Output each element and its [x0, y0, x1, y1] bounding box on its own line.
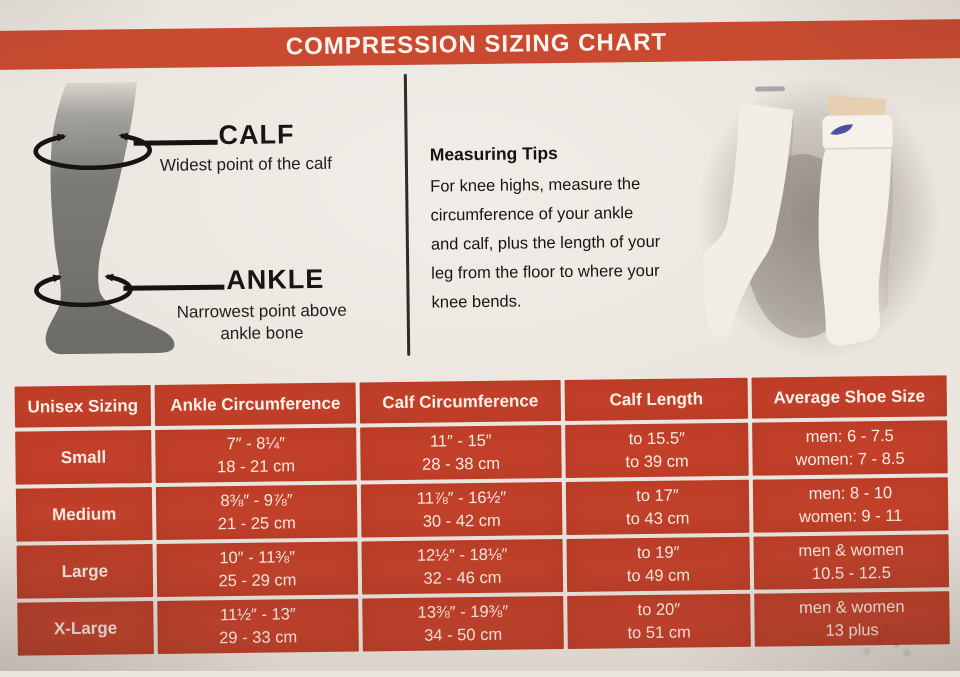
shoe-value-x-large: men & women 13 plus [754, 591, 950, 647]
calf-label: CALF [218, 119, 295, 151]
ankle-value-small: 7″ - 8¼″ 18 - 21 cm [155, 427, 357, 483]
ankle-description: Narrowest point above ankle bone [176, 300, 347, 344]
shoe-value-medium: men: 8 - 10 women: 9 - 11 [752, 477, 949, 533]
leg-measurement-diagram-illustration [33, 82, 225, 355]
leg-silhouette [45, 82, 175, 355]
length-value-x-large: to 20″ to 51 cm [567, 593, 751, 649]
calf-value-large: 12½″ - 18⅛″ 32 - 46 cm [361, 539, 564, 595]
measuring-tips-title: Measuring Tips [429, 143, 558, 165]
ankle-measure-band [34, 273, 133, 308]
ankle-value-large: 10″ - 11⅜″ 25 - 29 cm [156, 541, 359, 597]
column-header-shoe: Average Shoe Size [751, 375, 948, 419]
title-banner: COMPRESSION SIZING CHART [0, 18, 960, 71]
vertical-divider [403, 73, 411, 356]
right-sock-shading [878, 148, 893, 318]
length-value-medium: to 17″ to 43 cm [565, 479, 750, 535]
ankle-value-x-large: 11½″ - 13″ 29 - 33 cm [157, 598, 359, 654]
column-header-calf: Calf Circumference [359, 380, 562, 424]
compression-socks-photo [696, 75, 941, 360]
page-title: COMPRESSION SIZING CHART [285, 28, 668, 60]
shoe-value-large: men & women 10.5 - 12.5 [753, 534, 950, 590]
left-sock-shading [761, 110, 794, 263]
length-value-small: to 15.5″ to 39 cm [565, 422, 749, 478]
calf-value-medium: 11⅞″ - 16½″ 30 - 42 cm [360, 482, 563, 538]
size-label-small: Small [15, 430, 152, 485]
left-sock [703, 104, 794, 338]
ankle-label: ANKLE [226, 263, 325, 296]
ankle-pointer-line [123, 284, 225, 291]
column-header-ankle: Ankle Circumference [154, 382, 357, 426]
length-value-large: to 19″ to 49 cm [566, 536, 751, 592]
column-header-size: Unisex Sizing [14, 385, 152, 428]
brand-logo-swoosh [830, 124, 853, 135]
size-label-medium: Medium [15, 487, 153, 542]
calf-description: Widest point of the calf [159, 153, 332, 175]
calf-pointer-line [133, 139, 218, 146]
size-label-large: Large [16, 544, 154, 599]
column-header-length: Calf Length [564, 377, 749, 421]
calf-value-x-large: 13⅜″ - 19⅜″ 34 - 50 cm [362, 596, 564, 652]
calf-measure-band [33, 132, 152, 170]
right-sock-cuff [822, 115, 893, 151]
sock-top-mark [755, 86, 786, 92]
measuring-tips-body: For knee highs, measure the circumferenc… [430, 175, 661, 312]
ankle-value-medium: 8⅜″ - 9⅞″ 21 - 25 cm [155, 484, 358, 540]
calf-value-small: 11″ - 15″ 28 - 38 cm [360, 425, 562, 481]
shoe-value-small: men: 6 - 7.5 women: 7 - 8.5 [752, 420, 948, 476]
right-sock [818, 148, 892, 346]
measuring-tips-section: Measuring Tips For knee highs, measure t… [430, 141, 707, 317]
sizing-table: Unisex Sizing Ankle Circumference Calf Cir… [14, 375, 950, 656]
size-label-x-large: X-Large [17, 601, 154, 656]
